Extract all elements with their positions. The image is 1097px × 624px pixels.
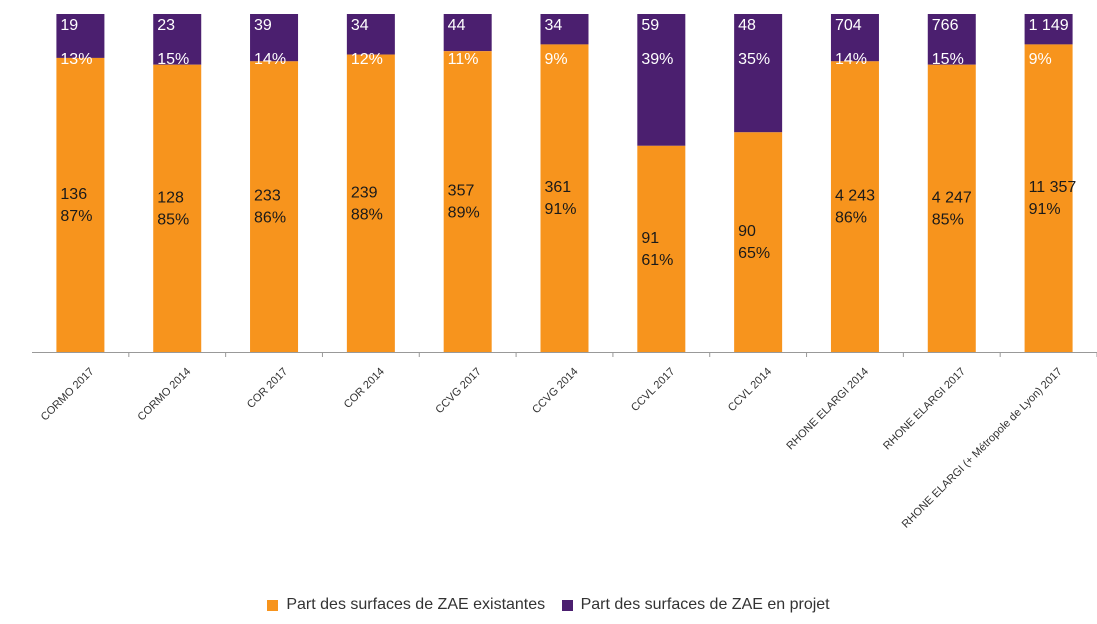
bar-existing-5 xyxy=(540,44,589,353)
data-label-project-percent-6: 39% xyxy=(641,51,673,68)
bar-project-1 xyxy=(153,14,202,65)
x-tick-label-8: RHONE ELARGI 2014 xyxy=(784,366,871,453)
data-label-project-percent-9: 15% xyxy=(932,51,964,68)
data-label-existing-percent-5: 91% xyxy=(545,201,577,218)
data-label-project-value-9: 766 xyxy=(932,17,959,34)
data-label-existing-value-0: 136 xyxy=(60,186,87,203)
bar-project-10 xyxy=(1024,14,1073,45)
data-label-project-value-5: 34 xyxy=(545,17,563,34)
data-label-existing-value-5: 361 xyxy=(545,179,572,196)
x-tick-label-5: CCVG 2014 xyxy=(530,366,580,416)
data-label-existing-percent-4: 89% xyxy=(448,205,480,222)
data-label-existing-value-8: 4 243 xyxy=(835,188,875,205)
data-label-project-percent-2: 14% xyxy=(254,51,286,68)
bar-project-6 xyxy=(637,14,686,146)
data-label-project-percent-3: 12% xyxy=(351,51,383,68)
x-tick-label-10: RHONE ELARGI (+ Métropole de Lyon) 2017 xyxy=(900,366,1065,531)
data-label-existing-value-9: 4 247 xyxy=(932,189,972,206)
data-label-existing-percent-1: 85% xyxy=(157,211,189,228)
bar-project-5 xyxy=(540,14,589,45)
bar-existing-8 xyxy=(830,61,879,352)
legend-swatch-existing xyxy=(267,599,279,611)
data-label-existing-value-7: 90 xyxy=(738,223,756,240)
bar-project-4 xyxy=(443,14,492,52)
data-label-project-percent-10: 9% xyxy=(1029,51,1052,68)
x-tick-label-1: CORMO 2014 xyxy=(136,366,194,424)
x-tick-label-9: RHONE ELARGI 2017 xyxy=(881,366,968,453)
legend-swatch-project xyxy=(561,599,573,611)
data-label-existing-percent-8: 86% xyxy=(835,210,867,227)
data-label-existing-value-2: 233 xyxy=(254,188,281,205)
x-tick-label-4: CCVG 2017 xyxy=(433,366,483,416)
data-label-project-value-8: 704 xyxy=(835,17,862,34)
data-label-existing-value-3: 239 xyxy=(351,184,378,201)
bar-existing-7 xyxy=(734,132,783,352)
data-label-project-percent-4: 11% xyxy=(448,51,479,68)
x-tick-label-0: CORMO 2017 xyxy=(39,366,97,424)
bar-project-0 xyxy=(56,14,105,58)
bar-existing-9 xyxy=(927,64,976,352)
data-label-project-value-2: 39 xyxy=(254,17,272,34)
data-label-existing-value-4: 357 xyxy=(448,183,475,200)
data-label-project-percent-1: 15% xyxy=(157,51,189,68)
data-label-project-percent-0: 13% xyxy=(60,51,92,68)
data-label-existing-percent-6: 61% xyxy=(641,252,673,269)
data-label-existing-percent-0: 87% xyxy=(60,208,92,225)
bar-existing-3 xyxy=(346,54,395,353)
data-label-existing-percent-7: 65% xyxy=(738,245,770,262)
bar-existing-1 xyxy=(153,64,202,352)
data-label-project-value-10: 1 149 xyxy=(1029,17,1069,34)
data-label-existing-percent-2: 86% xyxy=(254,210,286,227)
data-label-project-value-0: 19 xyxy=(60,17,78,34)
data-label-existing-percent-3: 88% xyxy=(351,206,383,223)
data-label-existing-percent-10: 91% xyxy=(1029,201,1061,218)
data-label-existing-percent-9: 85% xyxy=(932,211,964,228)
legend-label-project: Part des surfaces de ZAE en projet xyxy=(580,596,830,613)
bar-project-7 xyxy=(734,14,783,133)
legend-label-existing: Part des surfaces de ZAE existantes xyxy=(286,596,546,613)
data-label-project-value-7: 48 xyxy=(738,17,756,34)
data-label-project-value-6: 59 xyxy=(641,17,659,34)
bar-project-2 xyxy=(250,14,299,62)
legend-item-existing: Part des surfaces de ZAE existantes xyxy=(267,596,545,614)
data-label-project-percent-5: 9% xyxy=(545,51,568,68)
bar-project-9 xyxy=(927,14,976,65)
data-label-existing-value-10: 11 357 xyxy=(1029,179,1077,196)
bar-existing-4 xyxy=(443,51,492,353)
data-label-project-percent-7: 35% xyxy=(738,51,770,68)
x-tick-label-3: COR 2014 xyxy=(342,366,387,411)
legend-item-project: Part des surfaces de ZAE en projet xyxy=(561,596,830,614)
data-label-existing-value-1: 128 xyxy=(157,189,184,206)
bar-existing-10 xyxy=(1024,44,1073,353)
chart-legend: Part des surfaces de ZAE existantes Part… xyxy=(0,596,1097,616)
x-tick-label-7: CCVL 2014 xyxy=(726,366,774,414)
x-tick-label-6: CCVL 2017 xyxy=(629,366,677,414)
bar-existing-2 xyxy=(250,61,299,352)
bar-project-3 xyxy=(346,14,395,55)
bar-project-8 xyxy=(830,14,879,62)
x-tick-label-2: COR 2017 xyxy=(245,366,290,411)
data-label-project-value-1: 23 xyxy=(157,17,175,34)
data-label-project-percent-8: 14% xyxy=(835,51,867,68)
bar-existing-6 xyxy=(637,145,686,352)
data-label-existing-value-6: 91 xyxy=(641,230,659,247)
data-label-project-value-3: 34 xyxy=(351,17,369,34)
bar-existing-0 xyxy=(56,57,105,352)
data-label-project-value-4: 44 xyxy=(448,17,466,34)
